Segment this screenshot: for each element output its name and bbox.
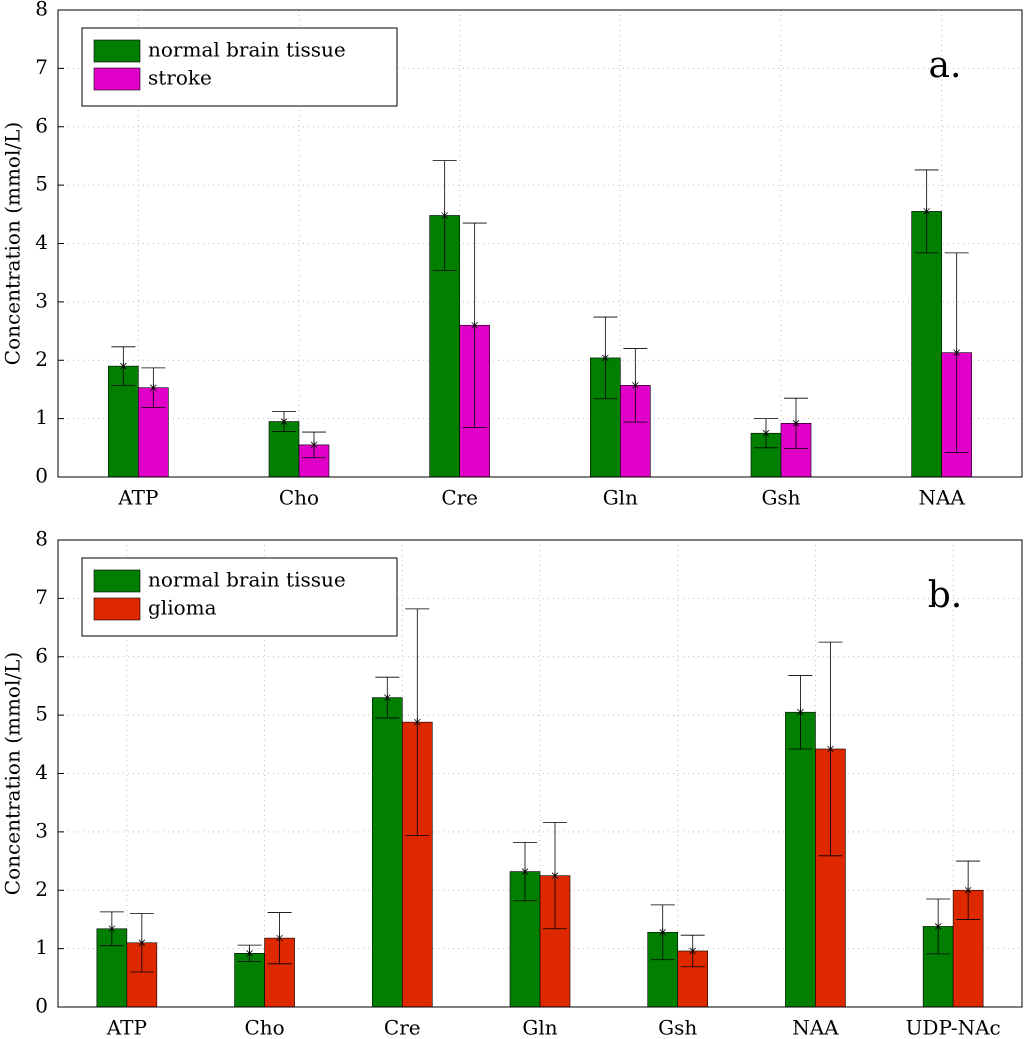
mean-marker	[108, 924, 116, 933]
mean-marker	[310, 440, 318, 449]
mean-marker	[923, 207, 930, 216]
y-tick-label: 1	[35, 935, 48, 959]
y-tick-label: 3	[35, 818, 48, 842]
mean-marker	[138, 938, 146, 947]
y-tick-label: 0	[35, 464, 48, 488]
mean-marker	[602, 353, 609, 362]
x-tick-label: UDP-NAc	[906, 1016, 1001, 1039]
annotation: a.	[929, 45, 962, 86]
y-tick-label: 8	[35, 527, 48, 551]
y-axis-label: Concentration (mmol/L)	[1, 122, 25, 365]
y-tick-label: 4	[35, 760, 48, 784]
y-axis-label: Concentration (mmol/L)	[1, 652, 25, 895]
legend-swatch	[93, 569, 141, 593]
mean-marker	[414, 718, 421, 727]
y-tick-label: 7	[35, 585, 48, 609]
mean-marker	[120, 362, 127, 371]
bar	[371, 697, 403, 1008]
legend-label: stroke	[148, 66, 212, 90]
x-tick-label: NAA	[918, 486, 965, 510]
mean-marker	[632, 381, 639, 390]
chart: 0 1 2 3 4 5 6 7 8 ATP Cho Cre Gln Gsh NAA Concentration…	[1, 0, 1023, 510]
mean-marker	[246, 949, 253, 958]
bar	[785, 711, 816, 1008]
x-tick-label: Cho	[244, 1016, 284, 1039]
axes-frame	[57, 539, 1023, 1008]
x-tick-label: Cre	[441, 486, 478, 510]
mean-marker	[659, 928, 666, 937]
mean-marker	[792, 419, 800, 428]
legend-label: glioma	[148, 596, 217, 620]
x-tick-label: Cho	[279, 486, 319, 510]
legend-label: normal brain tissue	[148, 568, 346, 592]
axes-frame	[57, 9, 1023, 478]
y-tick-label: 1	[35, 405, 48, 429]
x-tick-label: ATP	[117, 486, 158, 510]
y-tick-label: 3	[35, 288, 48, 312]
y-tick-label: 8	[35, 0, 48, 21]
y-tick-label: 5	[35, 172, 48, 196]
chart: 0 1 2 3 4 5 6 7 8 ATP Cho Cre Gln Gsh NAA UDP-NAc Concen…	[1, 527, 1023, 1039]
annotation: b.	[928, 575, 963, 616]
bar	[298, 444, 330, 478]
mean-marker	[934, 922, 942, 931]
x-tick-label: Gsh	[658, 1016, 697, 1039]
y-tick-label: 2	[35, 877, 48, 901]
mean-marker	[762, 429, 770, 438]
mean-marker	[441, 211, 448, 220]
mean-marker	[689, 946, 696, 955]
x-tick-label: Gsh	[761, 486, 800, 510]
y-tick-label: 6	[35, 113, 48, 137]
mean-marker	[384, 693, 391, 702]
y-tick-label: 7	[35, 55, 48, 79]
mean-marker	[964, 886, 972, 895]
y-tick-label: 2	[35, 347, 48, 371]
mean-marker	[150, 383, 157, 392]
mean-marker	[797, 708, 804, 717]
legend-swatch	[93, 67, 141, 91]
legend-swatch	[93, 39, 141, 63]
mean-marker	[551, 871, 559, 880]
legend-swatch	[93, 597, 141, 621]
x-tick-label: ATP	[106, 1016, 147, 1039]
y-tick-label: 5	[35, 702, 48, 726]
mean-marker	[953, 348, 960, 357]
x-tick-label: Gln	[522, 1016, 557, 1039]
mean-marker	[827, 744, 834, 753]
x-tick-label: NAA	[792, 1016, 839, 1039]
mean-marker	[276, 934, 283, 943]
legend-label: normal brain tissue	[148, 38, 346, 62]
y-tick-label: 6	[35, 643, 48, 667]
mean-marker	[521, 867, 529, 876]
bar	[911, 211, 942, 478]
mean-marker	[280, 417, 288, 426]
y-tick-label: 4	[35, 230, 48, 254]
mean-marker	[471, 321, 478, 330]
x-tick-label: Gln	[603, 486, 638, 510]
y-tick-label: 0	[35, 994, 48, 1018]
x-tick-label: Cre	[384, 1016, 421, 1039]
